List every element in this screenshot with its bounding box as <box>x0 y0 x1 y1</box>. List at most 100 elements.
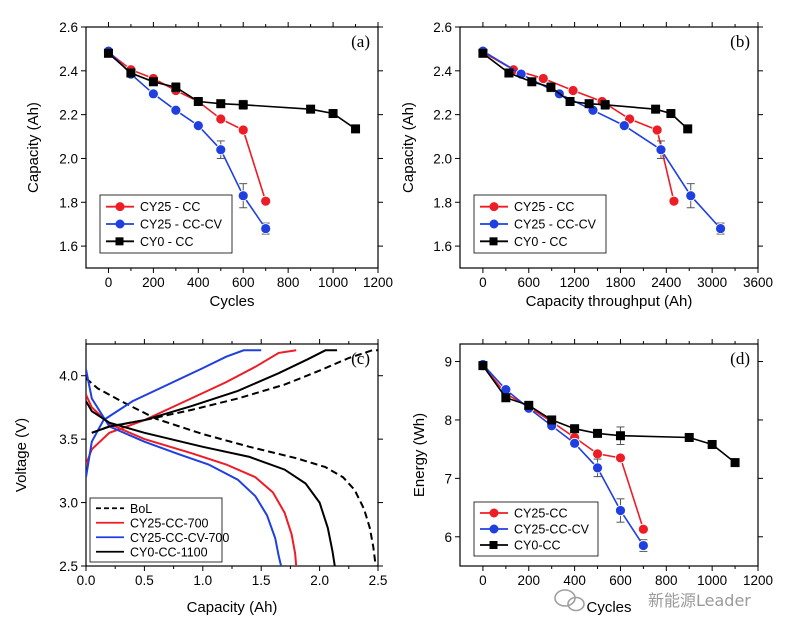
x-tick-label: 0.5 <box>135 573 154 588</box>
x-tick-label: 800 <box>277 275 300 290</box>
plot-frame <box>85 26 379 269</box>
x-tick-label: 1000 <box>697 573 727 588</box>
data-point <box>651 124 663 136</box>
watermark: 新能源Leader <box>554 589 751 612</box>
x-tick-label: 600 <box>518 275 541 290</box>
data-point <box>666 109 676 119</box>
data-point <box>592 448 603 460</box>
x-axis-title: Capacity throughput (Ah) <box>526 293 693 310</box>
legend-marker <box>115 219 125 229</box>
legend-label: CY25 - CC-CV <box>140 218 223 232</box>
legend-label: CY25-CC <box>514 507 568 521</box>
data-point <box>730 458 740 468</box>
plot-area <box>477 359 740 552</box>
panel-d: 0 200 400 600 800 1000 1200 6 7 8 9 Cycles Energy (W… <box>411 339 773 616</box>
data-point <box>215 144 227 156</box>
panel-b: 0 600 1200 1800 2400 3000 3600 1.6 1.8 2.0 2.2 2.4 2… <box>400 20 773 310</box>
panel-a: 0 200 400 600 800 1000 1200 1.6 1.8 2.0 2.2 2.4 2.6 C… <box>25 20 393 310</box>
data-point <box>683 124 693 134</box>
series-line <box>482 52 689 130</box>
legend-marker <box>489 237 498 246</box>
data-point <box>547 415 557 425</box>
legend-label: CY0 - CC <box>514 235 567 249</box>
data-point <box>651 104 661 114</box>
y-tick-label: 3.5 <box>59 432 78 447</box>
legend-marker <box>115 237 124 246</box>
x-tick-label: 1.5 <box>252 573 271 588</box>
data-point <box>615 505 626 516</box>
data-point <box>637 523 649 535</box>
data-point <box>478 48 488 58</box>
x-tick-label: 800 <box>655 573 678 588</box>
legend: CY25 - CC CY25 - CC-CV CY0 - CC <box>99 194 233 254</box>
y-tick-label: 2.4 <box>59 64 78 79</box>
data-point <box>216 99 226 109</box>
data-point <box>237 124 249 136</box>
data-point <box>615 431 625 441</box>
plot-frame <box>459 343 759 567</box>
x-tick-label: 1200 <box>560 275 590 290</box>
data-point <box>715 223 726 234</box>
legend: CY25 - CC CY25 - CC-CV CY0 - CC <box>473 194 607 254</box>
y-tick-label: 9 <box>444 355 452 370</box>
legend-label: CY25-CC-CV-700 <box>130 531 229 545</box>
data-point <box>637 540 649 551</box>
data-point <box>537 73 549 84</box>
x-tick-label: 0 <box>479 275 487 290</box>
x-tick-label: 0 <box>105 275 113 290</box>
y-tick-label: 3.0 <box>59 496 78 511</box>
plot-area <box>86 349 378 566</box>
x-tick-label: 1200 <box>743 573 773 588</box>
data-point <box>328 109 338 119</box>
y-tick-label: 7 <box>444 471 452 486</box>
y-axis-title: Voltage (V) <box>13 418 30 492</box>
legend: CY25-CC CY25-CC-CV CY0-CC <box>473 501 599 557</box>
data-point <box>655 144 667 156</box>
data-point <box>569 437 581 449</box>
y-tick-label: 4.0 <box>59 369 78 384</box>
data-point <box>260 223 272 234</box>
panel-c: 0.0 0.5 1.0 1.5 2.0 2.5 2.5 3.0 3.5 4.0 Capacity (… <box>13 339 387 616</box>
x-tick-label: 2400 <box>651 275 681 290</box>
legend-label: CY0-CC <box>514 539 561 553</box>
data-point <box>260 195 272 207</box>
x-tick-label: 0 <box>479 573 487 588</box>
y-tick-label: 2.0 <box>59 151 78 166</box>
x-tick-label: 2.5 <box>369 573 388 588</box>
y-axis-title: Capacity (Ah) <box>400 102 417 193</box>
legend-marker <box>489 524 499 534</box>
y-tick-label: 8 <box>444 413 452 428</box>
x-axis-title: Cycles <box>586 599 631 616</box>
y-tick-label: 1.8 <box>433 195 452 210</box>
legend-label: CY25-CC-700 <box>130 516 209 530</box>
data-point <box>501 393 511 403</box>
watermark-text: 新能源Leader <box>648 591 751 610</box>
x-axis-title: Capacity (Ah) <box>187 599 278 616</box>
data-point <box>215 113 227 125</box>
data-point <box>685 190 697 202</box>
legend-marker <box>489 202 499 212</box>
data-point <box>593 428 603 438</box>
x-tick-label: 200 <box>142 275 165 290</box>
data-point <box>238 100 248 110</box>
data-point <box>570 424 580 434</box>
data-point <box>171 82 181 92</box>
y-tick-label: 2.6 <box>59 20 78 35</box>
wechat-bubbles-icon <box>554 589 585 612</box>
x-tick-label: 1000 <box>318 275 348 290</box>
data-point <box>126 68 136 78</box>
x-tick-label: 600 <box>609 573 632 588</box>
plot-area <box>103 45 361 235</box>
x-tick-label: 400 <box>563 573 586 588</box>
panels: 0 200 400 600 800 1000 12001.61.82.02.22.42.6C… <box>13 20 773 616</box>
y-tick-label: 1.6 <box>433 239 452 254</box>
x-tick-label: 2.0 <box>310 573 329 588</box>
data-point <box>584 99 594 109</box>
data-point <box>478 361 488 371</box>
data-point <box>170 104 182 116</box>
legend-marker <box>489 219 499 229</box>
curve-charge <box>86 349 262 478</box>
legend-label: CY25-CC-CV <box>514 523 590 537</box>
data-point <box>565 96 575 106</box>
